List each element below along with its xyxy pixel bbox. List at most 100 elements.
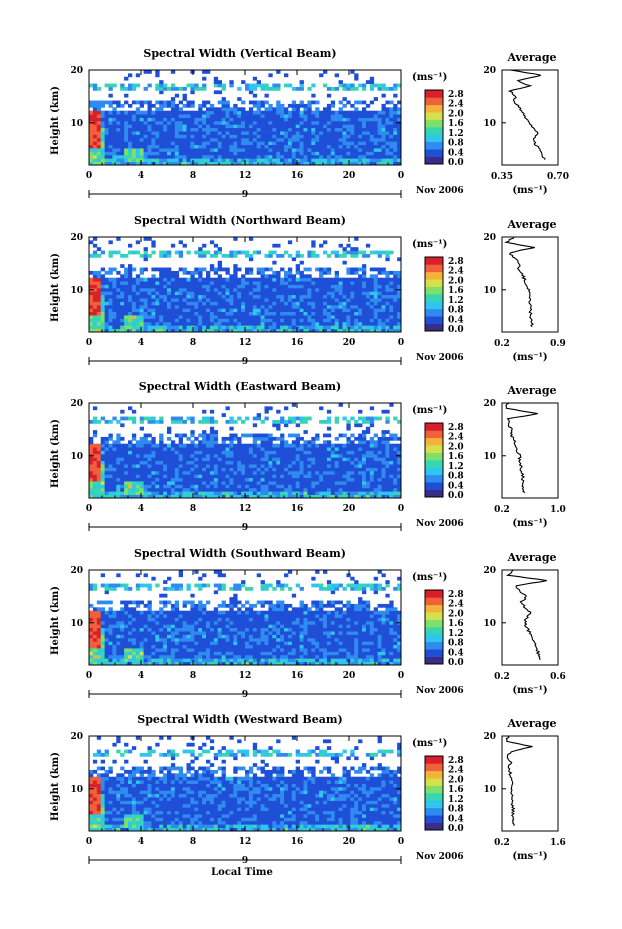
y-axis-label: Height (km)	[50, 419, 61, 488]
heatmap-cell	[241, 477, 246, 482]
heatmap-cell	[135, 117, 141, 122]
heatmap-cell	[373, 83, 378, 88]
heatmap-cell	[276, 487, 281, 492]
heatmap-cell	[299, 120, 304, 125]
heatmap-cell	[295, 298, 300, 302]
heatmap-cell	[143, 491, 148, 495]
heatmap-cells	[89, 237, 402, 333]
heatmap-cell	[342, 120, 347, 125]
heatmap-cell	[365, 325, 371, 329]
heatmap-cell	[264, 86, 269, 91]
heatmap-cell	[248, 481, 254, 485]
heatmap-cell	[330, 131, 336, 135]
heatmap-cell	[237, 321, 242, 326]
heatmap-cell	[178, 464, 183, 468]
heatmap-cell	[350, 131, 355, 135]
heatmap-cell	[198, 447, 203, 451]
heatmap-cell	[190, 287, 195, 292]
heatmap-cell	[151, 141, 156, 146]
heatmap-cell	[311, 450, 316, 455]
heatmap-cell	[124, 470, 129, 475]
heatmap-cell	[280, 131, 285, 135]
heatmap-cell	[350, 460, 355, 465]
heatmap-cell	[287, 240, 293, 245]
heatmap-cell	[245, 294, 250, 299]
heatmap-cell	[151, 114, 156, 118]
heatmap-cell	[198, 460, 203, 465]
heatmap-cell	[248, 325, 254, 329]
heatmap-cell	[389, 321, 394, 326]
heatmap-cell	[167, 325, 172, 329]
heatmap-cell	[389, 151, 394, 156]
heatmap-cell	[116, 100, 121, 105]
heatmap-cell	[131, 291, 137, 296]
heatmap-cell	[319, 467, 324, 472]
heatmap-cell	[284, 110, 289, 115]
heatmap-cell	[369, 83, 375, 88]
heatmap-cell	[128, 277, 133, 282]
heatmap-cell	[323, 491, 328, 495]
heatmap-cell	[202, 487, 207, 492]
heatmap-cell	[342, 443, 347, 448]
heatmap-cell	[198, 154, 203, 159]
heatmap-cell	[284, 131, 289, 135]
x-tick-label: 20	[343, 171, 356, 181]
heatmap-cell	[217, 450, 222, 455]
heatmap-cell	[104, 301, 109, 306]
heatmap-cell	[221, 321, 226, 326]
heatmap-cell	[100, 311, 105, 316]
heatmap-cell	[326, 154, 332, 159]
heatmap-cell	[221, 440, 226, 445]
heatmap-cell	[260, 281, 265, 285]
heatmap-cell	[295, 457, 300, 462]
heatmap-cell	[276, 447, 281, 451]
heatmap-cell	[128, 141, 133, 146]
heatmap-cell	[358, 453, 363, 458]
heatmap-cell	[393, 484, 398, 489]
heatmap-cell	[272, 467, 277, 472]
heatmap-cell	[170, 294, 176, 299]
heatmap-cell	[151, 144, 156, 149]
heatmap-cell	[104, 158, 109, 162]
heatmap-cell	[155, 318, 160, 323]
heatmap-cell	[303, 487, 308, 492]
heatmap-cell	[393, 161, 398, 166]
heatmap-cell	[365, 148, 371, 152]
heatmap-cell	[221, 287, 226, 292]
heatmap-cell	[307, 440, 312, 445]
heatmap-cell	[186, 284, 191, 289]
heatmap-cell	[225, 481, 230, 485]
heatmap-cell	[252, 443, 258, 448]
heatmap-cell	[163, 311, 168, 316]
heatmap-cell	[135, 110, 141, 115]
heatmap-cell	[233, 477, 238, 482]
heatmap-cell	[174, 484, 180, 489]
heatmap-cell	[276, 315, 281, 319]
heatmap-cell	[330, 464, 336, 468]
heatmap-cell	[198, 277, 203, 282]
heatmap-cell	[299, 294, 304, 299]
heatmap-cell	[245, 494, 250, 499]
heatmap-cell	[213, 281, 219, 285]
heatmap-cell	[112, 467, 117, 472]
heatmap-cell	[397, 443, 402, 448]
heatmap-cell	[291, 484, 297, 489]
heatmap-cell	[198, 247, 203, 251]
heatmap-cell	[326, 103, 332, 108]
heatmap-cell	[373, 281, 378, 285]
heatmap-cell	[389, 477, 394, 482]
heatmap-cell	[241, 460, 246, 465]
heatmap-cell	[369, 481, 375, 485]
heatmap-cell	[385, 86, 390, 91]
heatmap-cell	[287, 161, 293, 166]
heatmap-cell	[389, 328, 394, 333]
heatmap-cell	[276, 457, 281, 462]
heatmap-cell	[260, 443, 265, 448]
heatmap-cell	[206, 281, 211, 285]
heatmap-cell	[131, 419, 137, 424]
heatmap-cell	[334, 73, 339, 78]
heatmap-cell	[276, 103, 281, 108]
heatmap-cell	[315, 120, 320, 125]
heatmap-cell	[323, 460, 328, 465]
heatmap-cell	[89, 484, 94, 489]
